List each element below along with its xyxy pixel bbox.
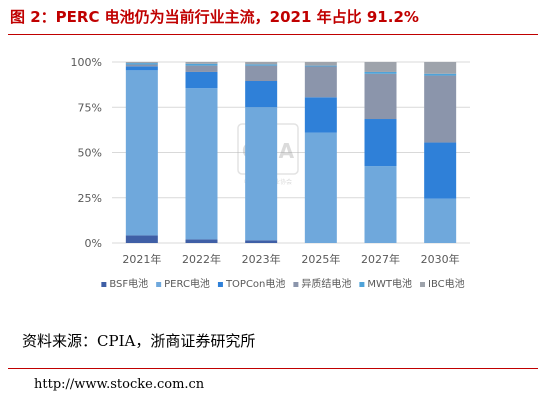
- x-tick-label: 2025年: [301, 252, 340, 266]
- bar-segment: [185, 71, 218, 89]
- bar-segment: [185, 62, 218, 64]
- legend-item: PERC电池: [156, 277, 210, 290]
- bar-segment: [304, 65, 337, 67]
- bar-segment: [364, 166, 397, 243]
- legend-label: IBC电池: [428, 277, 465, 290]
- bar-segment: [245, 107, 278, 241]
- bar-segment: [304, 132, 337, 243]
- bar-segment: [364, 119, 397, 167]
- legend-label: TOPCon电池: [225, 277, 285, 290]
- bar-segment: [185, 65, 218, 72]
- legend-swatch: [293, 282, 299, 287]
- bar-segment: [424, 73, 457, 76]
- bar-segment: [125, 64, 158, 67]
- y-tick-label: 50%: [78, 147, 102, 160]
- bar-segment: [424, 62, 457, 74]
- bar-segment: [245, 65, 278, 82]
- bar-segment: [125, 70, 158, 236]
- bar-segment: [424, 75, 457, 143]
- y-tick-label: 25%: [78, 192, 102, 205]
- bar-segment: [125, 66, 158, 71]
- bar-segment: [304, 66, 337, 98]
- legend-item: MWT电池: [359, 277, 412, 290]
- bar-segment: [364, 73, 397, 120]
- gridlines: [112, 61, 470, 244]
- bar-segment: [424, 142, 457, 199]
- bar-segment: [364, 71, 397, 74]
- footer-divider: [8, 368, 538, 369]
- legend-item: TOPCon电池: [217, 277, 285, 290]
- legend-label: 异质结电池: [301, 277, 351, 290]
- stacked-bar-chart: CPIA 中国光伏行业协会 0%25%50%75%100% 2021年2022年…: [71, 56, 470, 290]
- legend-swatch: [156, 282, 162, 287]
- y-tick-label: 75%: [78, 101, 102, 114]
- bar-segment: [125, 63, 158, 65]
- y-tick-label: 0%: [85, 237, 102, 250]
- x-tick-label: 2022年: [182, 252, 221, 266]
- bar-segment: [245, 81, 278, 108]
- x-tick-label: 2021年: [122, 252, 161, 266]
- bar-stacks: [125, 62, 457, 243]
- bar-segment: [245, 62, 278, 65]
- bar-segment: [125, 235, 158, 243]
- bar-segment: [424, 198, 457, 243]
- bar-segment: [245, 64, 278, 66]
- bar-segment: [185, 239, 218, 243]
- bar-segment: [245, 240, 278, 243]
- legend: BSF电池 PERC电池 TOPCon电池 异质结电池 MWT电池 IBC电池: [101, 277, 465, 290]
- y-tick-label: 100%: [71, 56, 102, 69]
- bar-segment: [304, 62, 337, 66]
- legend-label: PERC电池: [164, 277, 210, 290]
- legend-label: BSF电池: [109, 277, 148, 290]
- bar-segment: [185, 88, 218, 240]
- bar-segment: [304, 97, 337, 133]
- x-tick-label: 2027年: [361, 252, 400, 266]
- x-axis-ticks: 2021年 2022年 2023年 2025年 2027年 2030年: [122, 252, 459, 266]
- y-axis-ticks: 0% 25% 50% 75% 100%: [71, 56, 102, 250]
- source-note: 资料来源：CPIA，浙商证券研究所: [22, 332, 256, 350]
- x-tick-label: 2023年: [242, 252, 281, 266]
- legend-item: 异质结电池: [293, 277, 351, 290]
- legend-swatch: [359, 282, 365, 287]
- legend-swatch: [217, 282, 223, 287]
- legend-swatch: [101, 282, 107, 287]
- chart-title: 图 2：PERC 电池仍为当前行业主流，2021 年占比 91.2%: [10, 8, 419, 26]
- legend-item: BSF电池: [101, 277, 148, 290]
- bar-segment: [364, 62, 397, 72]
- legend-item: IBC电池: [420, 277, 465, 290]
- bar-segment: [185, 63, 218, 66]
- bar-segment: [125, 62, 158, 64]
- x-tick-label: 2030年: [421, 252, 460, 266]
- title-divider: [8, 34, 538, 35]
- website-url: http://www.stocke.com.cn: [34, 377, 205, 392]
- legend-swatch: [420, 282, 426, 287]
- legend-label: MWT电池: [367, 277, 412, 290]
